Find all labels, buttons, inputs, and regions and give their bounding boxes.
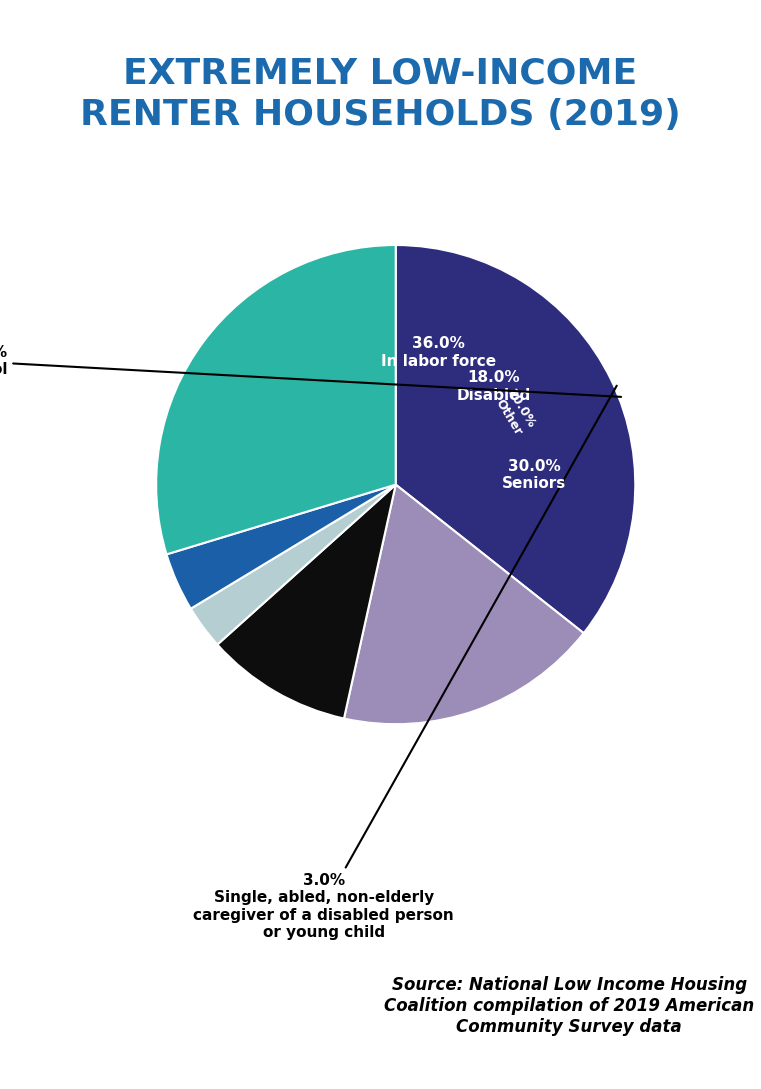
Text: 10.0%
Other: 10.0% Other xyxy=(492,388,538,439)
Wedge shape xyxy=(156,245,396,554)
Text: Source: National Low Income Housing
Coalition compilation of 2019 American
Commu: Source: National Low Income Housing Coal… xyxy=(384,977,754,1036)
Wedge shape xyxy=(167,485,396,609)
Wedge shape xyxy=(396,245,635,633)
Text: EXTREMELY LOW-INCOME
RENTER HOUSEHOLDS (2019): EXTREMELY LOW-INCOME RENTER HOUSEHOLDS (… xyxy=(80,57,681,132)
Wedge shape xyxy=(191,485,396,645)
Text: 36.0%
In labor force: 36.0% In labor force xyxy=(381,337,496,369)
Wedge shape xyxy=(218,485,396,719)
Text: 4.0%
In school: 4.0% In school xyxy=(0,345,621,396)
Text: 18.0%
Disabled: 18.0% Disabled xyxy=(457,370,531,403)
Wedge shape xyxy=(344,485,584,724)
Text: 30.0%
Seniors: 30.0% Seniors xyxy=(502,458,566,491)
Text: 3.0%
Single, abled, non-elderly
caregiver of a disabled person
or young child: 3.0% Single, abled, non-elderly caregive… xyxy=(193,386,616,940)
